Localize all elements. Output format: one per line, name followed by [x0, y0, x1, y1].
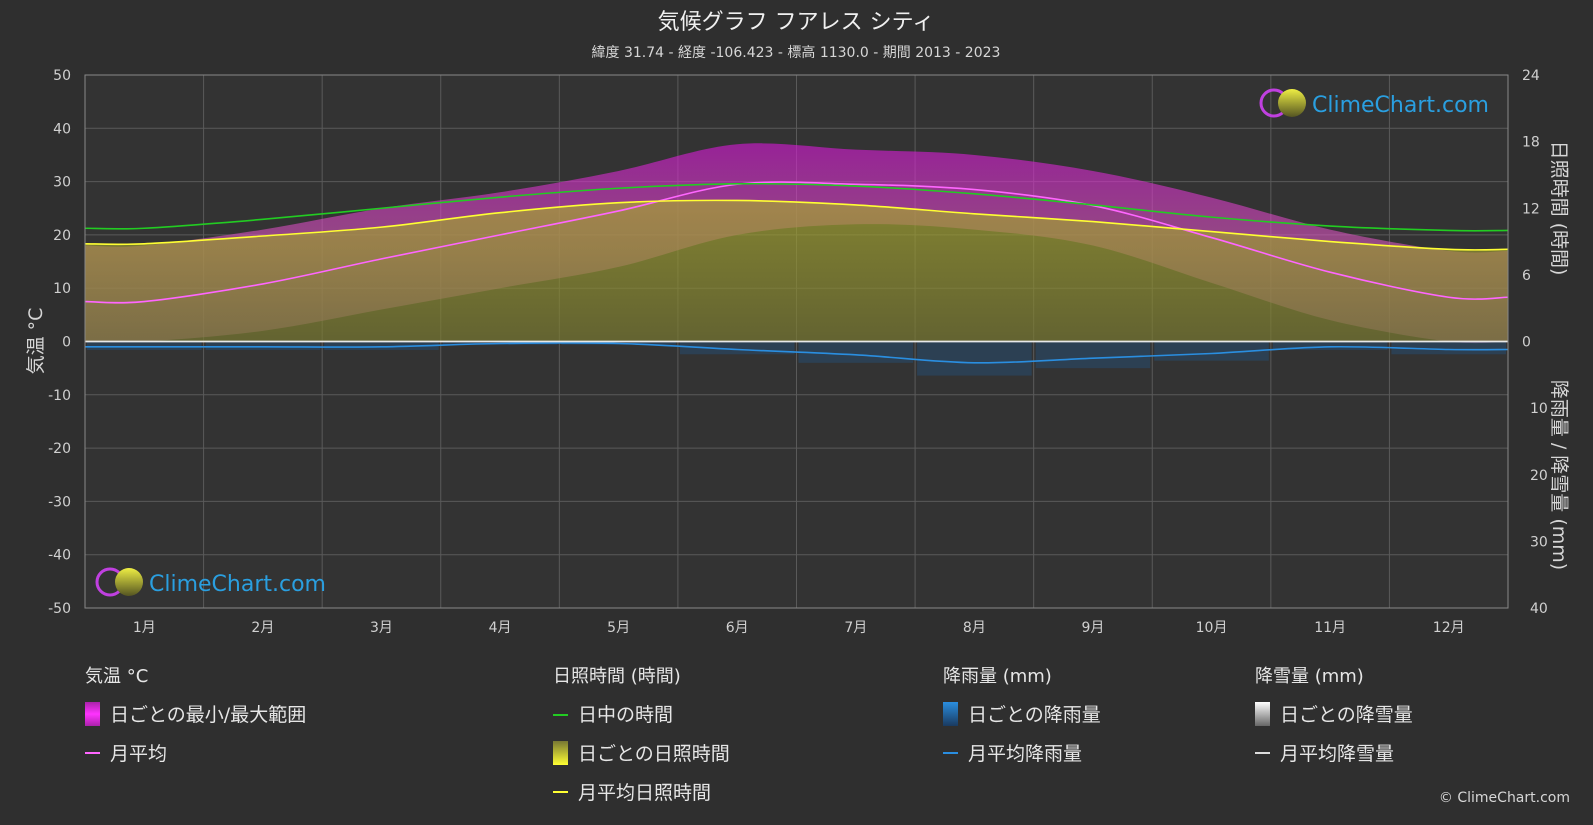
- x-tick-label: 8月: [963, 620, 986, 636]
- right-tick-label-precip: 30: [1530, 534, 1548, 550]
- right-tick-label-hours: 6: [1522, 268, 1531, 284]
- daily-sunshine-area: [85, 200, 1508, 342]
- daily-rain-bar: [917, 341, 1032, 376]
- left-tick-label: 0: [62, 335, 71, 351]
- left-tick-label: -30: [48, 494, 71, 510]
- legend-item-snow-avg: 月平均降雪量: [1280, 743, 1394, 765]
- right-tick-label-hours: 24: [1522, 68, 1540, 84]
- legend-heading-temperature: 気温 °C: [85, 666, 148, 687]
- chart-marks: [85, 143, 1508, 376]
- legend-item-daily-snow: 日ごとの降雪量: [1280, 704, 1413, 726]
- legend-swatch-daily-sunshine: [553, 741, 568, 765]
- legend-item-daily-rain: 日ごとの降雨量: [968, 704, 1101, 726]
- daily-rain-bar: [324, 341, 439, 351]
- plot-border: [84, 74, 1509, 609]
- daily-rain-bar: [205, 341, 321, 351]
- x-tick-label: 6月: [726, 620, 749, 636]
- x-tick-label: 9月: [1081, 620, 1104, 636]
- right-tick-label-precip: 10: [1530, 401, 1548, 417]
- x-tick-label: 5月: [607, 620, 630, 636]
- right-tick-label-hours: 12: [1522, 201, 1540, 217]
- right-tick-label-hours: 0: [1522, 335, 1531, 351]
- legend-item-temp-avg: 月平均: [110, 743, 167, 765]
- legend-item-rain-avg: 月平均降雨量: [968, 743, 1082, 765]
- left-tick-label: 30: [53, 175, 71, 191]
- legend-item-sunshine-avg: 月平均日照時間: [578, 782, 711, 804]
- logo-sun-icon: [115, 568, 143, 596]
- left-tick-label: -20: [48, 441, 71, 457]
- right-tick-label-precip: 40: [1530, 601, 1548, 617]
- left-tick-label: -10: [48, 388, 71, 404]
- daily-rain-bar: [1035, 341, 1151, 369]
- series-line-rain-avg: [85, 342, 1508, 364]
- left-tick-label: 50: [53, 68, 71, 84]
- legend-swatch-daily-rain: [943, 702, 958, 726]
- left-tick-label: 20: [53, 228, 71, 244]
- x-tick-label: 10月: [1196, 620, 1228, 636]
- legend-heading-sunshine: 日照時間 (時間): [553, 666, 681, 687]
- legend-swatch-daily-snow: [1255, 702, 1270, 726]
- right-tick-label-precip: 20: [1530, 468, 1548, 484]
- daily-rain-bar: [1272, 341, 1388, 351]
- left-tick-label: -40: [48, 548, 71, 564]
- copyright: © ClimeChart.com: [1439, 790, 1570, 806]
- chart-title: 気候グラフ フアレス シティ: [658, 10, 935, 35]
- legend-item-daylight: 日中の時間: [578, 704, 673, 726]
- right-tick-label-hours: 18: [1522, 135, 1540, 151]
- x-tick-label: 11月: [1314, 620, 1346, 636]
- x-tick-label: 7月: [844, 620, 867, 636]
- logo-bottom-left: ClimeChart.com: [95, 567, 326, 597]
- x-tick-label: 12月: [1433, 620, 1465, 636]
- left-tick-label: -50: [48, 601, 71, 617]
- legend-heading-snow: 降雪量 (mm): [1255, 666, 1364, 687]
- series-line-temp-avg: [85, 181, 1508, 304]
- series-line-sunshine-avg: [85, 199, 1508, 251]
- legend-swatch-temp-range: [85, 702, 100, 726]
- logo-sun-icon: [1278, 89, 1306, 117]
- legend: 気温 °C 日ごとの最小/最大範囲 月平均 日照時間 (時間) 日中の時間 日ご…: [85, 666, 1413, 804]
- logo-text-top: ClimeChart.com: [1312, 93, 1489, 118]
- legend-heading-rain: 降雨量 (mm): [943, 666, 1052, 687]
- legend-item-temp-range: 日ごとの最小/最大範囲: [110, 704, 306, 726]
- logo-text-bottom: ClimeChart.com: [149, 572, 326, 597]
- x-tick-label: 4月: [489, 620, 512, 636]
- right-axis-title-bottom: 降雨量 / 降雪量 (mm): [1548, 380, 1570, 570]
- left-axis-title: 気温 °C: [25, 308, 47, 375]
- left-tick-label: 40: [53, 121, 71, 137]
- x-tick-label: 3月: [370, 620, 393, 636]
- daily-rain-bar: [1391, 341, 1506, 355]
- legend-item-daily-sunshine: 日ごとの日照時間: [578, 743, 730, 765]
- right-axis-title-top: 日照時間 (時間): [1548, 141, 1570, 276]
- x-tick-label: 1月: [133, 620, 156, 636]
- left-tick-label: 10: [53, 281, 71, 297]
- logo-top-right: ClimeChart.com: [1259, 88, 1489, 118]
- chart-subtitle: 緯度 31.74 - 経度 -106.423 - 標高 1130.0 - 期間 …: [592, 44, 1001, 61]
- daily-rain-bar: [1154, 341, 1269, 361]
- daily-rain-bar: [87, 341, 202, 351]
- x-tick-label: 2月: [251, 620, 274, 636]
- axes: 50 40 30 20 10 0 -10 -20 -30 -40 -50 24 18 12 6 0 10 20 30…: [48, 68, 1548, 636]
- series-line-daylight: [85, 182, 1508, 232]
